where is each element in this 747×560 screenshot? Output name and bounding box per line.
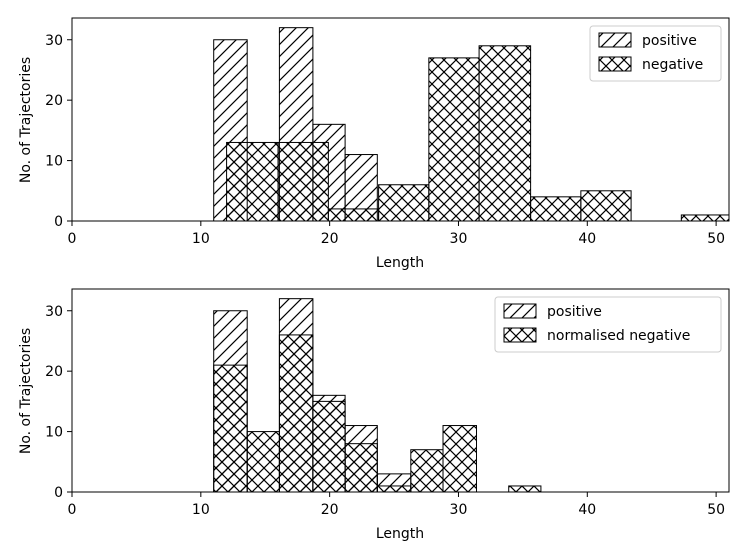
top-x-axis-label: Length [376,255,424,271]
bottom-legend: positive normalised negative [494,296,722,353]
bottom-x-tick-label-1: 10 [192,502,210,518]
bottom-plot-frame [71,288,730,493]
bottom-x-tick-label-4: 40 [578,502,596,518]
top-legend: positive negative [589,25,722,82]
top-negative-bar-0 [226,141,279,222]
bottom-axis-ticks: 0 10 20 30 40 50 0 10 20 30 [45,304,725,518]
bottom-legend-positive-swatch [503,303,537,319]
bottom-normalised-negative-bar-1 [246,431,280,493]
top-legend-positive-label: positive [642,33,697,49]
top-negative-bar-4 [428,57,480,222]
bottom-normalised-negative-bar-5 [376,485,412,493]
top-x-tick-label-0: 0 [68,231,77,247]
top-x-tick-label-3: 30 [450,231,468,247]
bottom-x-tick-label-5: 50 [707,502,725,518]
bottom-y-axis-label: No. of Trajectories [18,328,34,454]
top-histogram-panel: 0 10 20 30 40 50 0 10 20 30 Length No. of Traject… [18,17,730,271]
bottom-histogram-panel: 0 10 20 30 40 50 0 10 20 30 Length No. of Traject… [18,288,730,542]
top-legend-negative-swatch [598,56,632,72]
bottom-normalised-negative-bar-4 [344,443,378,493]
bottom-x-axis-label: Length [376,526,424,542]
top-x-tick-label-4: 40 [578,231,596,247]
bottom-x-tick-label-0: 0 [68,502,77,518]
top-y-tick-label-1: 10 [45,154,63,170]
top-x-tick-label-5: 50 [707,231,725,247]
bottom-normalised-negative-bar-3 [312,400,346,493]
top-plot-frame [71,17,730,222]
bottom-normalised-negative-bar-9 [508,485,542,493]
top-histogram-bars [213,27,730,222]
bottom-y-tick-label-0: 0 [54,485,63,501]
top-y-tick-label-2: 20 [45,93,63,109]
bottom-normalised-negative-bar-7 [442,425,478,493]
bottom-y-tick-label-1: 10 [45,425,63,441]
bottom-legend-box [494,296,722,353]
bottom-legend-positive-label: positive [547,304,602,320]
top-y-tick-label-0: 0 [54,214,63,230]
bottom-normalised-negative-bar-6 [410,449,444,493]
bottom-legend-negative-swatch [503,327,537,343]
top-x-tick-label-2: 20 [321,231,339,247]
top-negative-bar-1 [277,141,329,222]
top-negative-bar-5 [478,45,532,222]
top-y-axis-label: No. of Trajectories [18,57,34,183]
top-axis-ticks: 0 10 20 30 40 50 0 10 20 30 [45,33,725,247]
top-y-tick-label-3: 30 [45,33,63,49]
top-x-tick-label-1: 10 [192,231,210,247]
top-negative-bar-6 [530,196,582,222]
top-negative-bar-9 [680,214,730,222]
top-legend-negative-label: negative [642,57,703,73]
bottom-x-tick-label-2: 20 [321,502,339,518]
bottom-y-tick-label-3: 30 [45,304,63,320]
top-negative-bar-3 [378,184,430,222]
top-legend-positive-swatch [598,32,632,48]
bottom-legend-negative-label: normalised negative [547,328,690,344]
top-negative-bar-2 [327,208,380,222]
bottom-y-tick-label-2: 20 [45,364,63,380]
top-negative-bar-7 [580,190,632,222]
bottom-normalised-negative-bar-0 [213,364,248,493]
bottom-x-tick-label-3: 30 [450,502,468,518]
bottom-normalised-negative-bar-2 [278,334,314,493]
bottom-histogram-bars [213,298,542,493]
